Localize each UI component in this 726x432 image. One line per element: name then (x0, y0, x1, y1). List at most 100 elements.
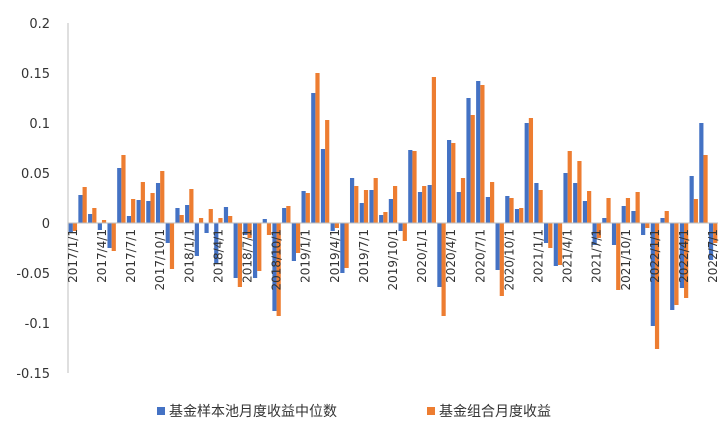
bar-portfolio (713, 223, 718, 243)
bar-portfolio (577, 161, 582, 223)
bar-median (544, 223, 549, 243)
bar-median (117, 168, 122, 223)
bar-portfolio (140, 182, 145, 223)
bar-portfolio (179, 215, 184, 223)
bar-median (553, 223, 558, 266)
x-tick-label: 2017/1/1 (66, 229, 80, 283)
bar-median (330, 223, 335, 231)
bar-median (573, 183, 578, 223)
bar-median (699, 123, 704, 223)
bar-median (223, 207, 229, 223)
bar-median (456, 192, 461, 223)
x-tick-label: 2022/7/1 (706, 229, 720, 283)
bar-median (97, 223, 102, 230)
x-tick-label: 2017/4/1 (95, 229, 109, 283)
bar-portfolio (703, 155, 708, 223)
bar-portfolio (169, 223, 175, 269)
x-tick-label: 2017/7/1 (124, 229, 138, 283)
bar-median (320, 149, 326, 223)
bar-portfolio (276, 223, 281, 316)
bar-portfolio (693, 199, 698, 223)
y-tick-label: 0.2 (29, 17, 50, 32)
bar-portfolio (431, 77, 437, 223)
bar-portfolio (344, 223, 349, 268)
x-tick-label: 2019/4/1 (328, 229, 342, 283)
y-tick-label: -0.05 (16, 267, 50, 282)
bar-portfolio (101, 220, 107, 223)
bar-portfolio (218, 218, 223, 223)
bar-median (359, 203, 364, 223)
bar-portfolio (150, 193, 155, 223)
bar-median (340, 223, 345, 273)
bar-median (708, 223, 714, 260)
bar-median (155, 183, 161, 223)
bar-portfolio (684, 223, 689, 298)
bar-portfolio (451, 143, 456, 223)
bar-median (505, 196, 510, 223)
bar-median (252, 223, 258, 278)
bar-median (650, 223, 655, 326)
x-tick-label: 2020/1/1 (415, 229, 429, 283)
bar-median (621, 206, 626, 223)
bar-portfolio (674, 223, 679, 305)
bar-portfolio (228, 216, 233, 223)
bar-portfolio (257, 223, 262, 271)
bar-median (272, 223, 277, 311)
x-tick-label: 2018/1/1 (182, 229, 196, 283)
bar-portfolio (538, 190, 543, 223)
bar-portfolio (480, 85, 485, 223)
bar-portfolio (567, 151, 572, 223)
bar-portfolio (82, 187, 87, 223)
bar-median (388, 199, 393, 223)
x-tick-label: 2021/7/1 (590, 229, 604, 283)
bar-median (417, 192, 423, 223)
bar-median (563, 173, 568, 223)
bar-portfolio (422, 186, 427, 223)
x-tick-label: 2022/4/1 (677, 229, 691, 283)
bar-median (78, 195, 83, 223)
bar-portfolio (325, 120, 330, 223)
bar-median (194, 223, 199, 256)
bar-median (369, 190, 374, 223)
bar-portfolio (509, 198, 514, 223)
bar-median (204, 223, 209, 233)
bar-median (660, 218, 665, 223)
bar-median (602, 218, 607, 223)
bar-median (165, 223, 170, 243)
bar-median (689, 176, 694, 223)
x-tick-label: 2019/10/1 (386, 229, 400, 291)
bar-median (233, 223, 238, 278)
bar-portfolio (305, 193, 310, 223)
bar-median (641, 223, 646, 235)
x-tick-label: 2020/7/1 (473, 229, 487, 283)
x-tick-label: 2021/10/1 (619, 229, 633, 291)
bar-median (631, 211, 636, 223)
bar-portfolio (198, 218, 204, 223)
bar-portfolio (490, 182, 495, 223)
bar-median (447, 140, 452, 223)
bar-portfolio (596, 223, 601, 238)
bar-median (243, 223, 248, 235)
x-axis-tick-labels: 2017/1/1 2017/4/1 2017/7/1 2017/10/1 2018/1/… (66, 229, 720, 291)
y-tick-label: 0.1 (29, 117, 50, 132)
bar-portfolio (519, 208, 524, 223)
bar-portfolio (470, 115, 475, 223)
bar-median (592, 223, 597, 245)
bar-median (670, 223, 675, 310)
bar-median (408, 150, 413, 223)
bar-median (262, 219, 267, 223)
x-tick-label: 2022/1/1 (648, 229, 662, 283)
bars (68, 73, 718, 349)
legend-swatch-portfolio (427, 407, 435, 415)
y-tick-label: 0 (42, 217, 50, 232)
bar-median (126, 216, 132, 223)
bar-median (301, 191, 306, 223)
bar-portfolio (548, 223, 553, 248)
bar-median (524, 123, 529, 223)
legend: 基金样本池月度收益中位数 基金组合月度收益 (157, 403, 551, 420)
bar-median (437, 223, 442, 287)
bar-portfolio (121, 155, 126, 223)
bar-portfolio (286, 206, 291, 223)
bar-median (107, 223, 112, 248)
